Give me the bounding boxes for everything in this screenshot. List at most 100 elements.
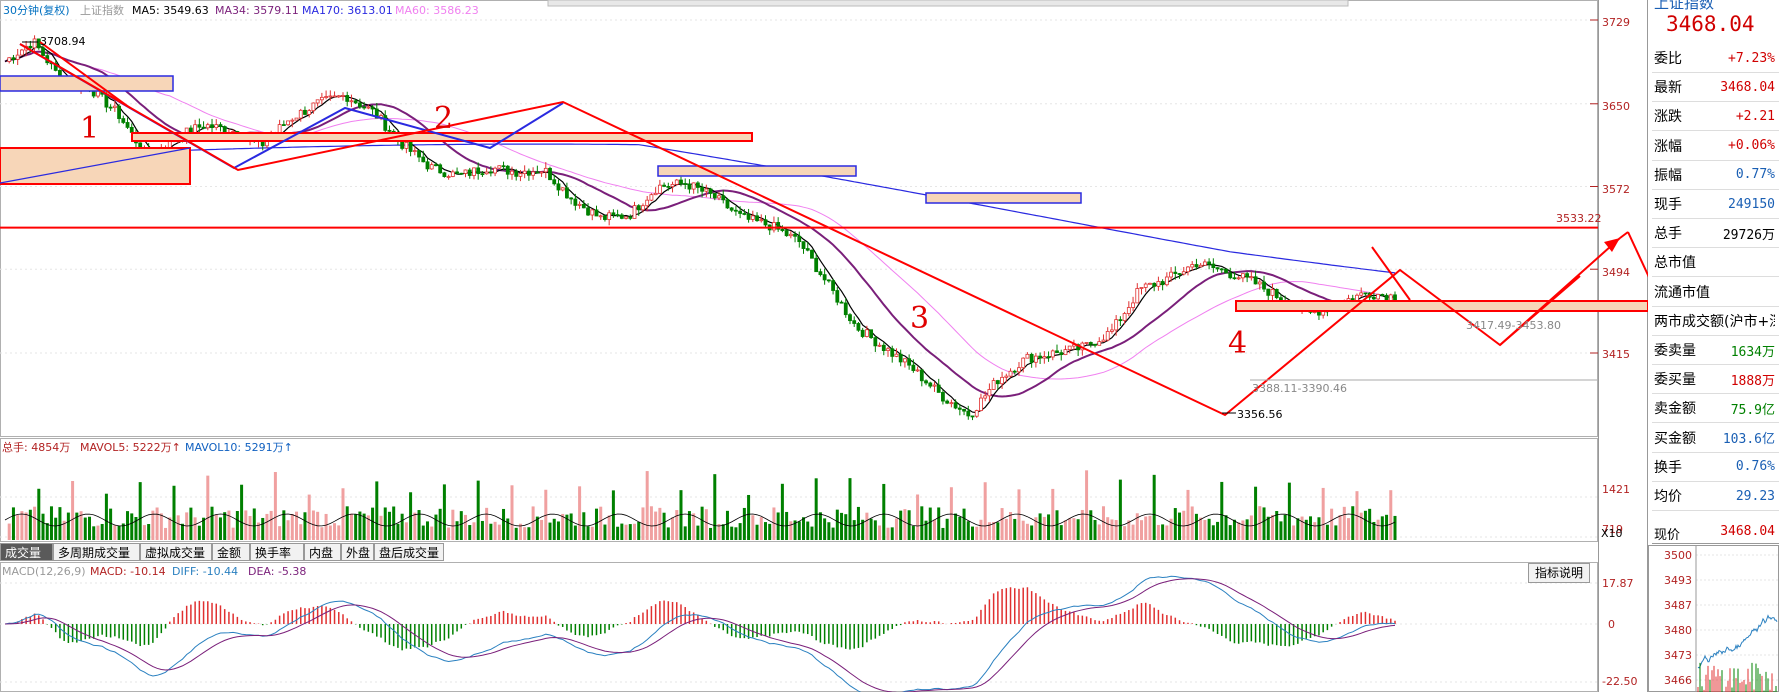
volume-bar — [578, 486, 582, 540]
quote-row: 委卖量 1634万 — [1652, 336, 1779, 365]
candle-body — [121, 118, 126, 123]
volume-bar — [916, 494, 920, 540]
candle-body — [281, 124, 286, 126]
candle-body — [1388, 294, 1393, 302]
candle-body — [1270, 288, 1275, 296]
blue-trend-line — [0, 147, 191, 184]
high-point-label: 3708.94 — [40, 35, 86, 48]
candle-body — [772, 222, 776, 231]
quote-row: 涨跌 +2.21 — [1652, 102, 1779, 132]
candle-body — [974, 410, 979, 417]
volume-bar — [278, 526, 282, 540]
volume-bar — [71, 481, 75, 540]
candle-body — [949, 402, 954, 405]
volume-bar — [11, 507, 15, 540]
candle-body — [936, 384, 941, 393]
tab-2[interactable]: 虚拟成交量 — [140, 543, 212, 561]
candle-body — [463, 169, 468, 174]
candle-body — [662, 184, 666, 187]
candle-body — [598, 215, 603, 218]
volume-bar — [354, 514, 358, 540]
candle-body — [336, 95, 341, 98]
volume-bar — [1372, 521, 1376, 540]
candle-body — [1224, 268, 1228, 274]
volume-bar — [303, 512, 307, 540]
tab-5[interactable]: 内盘 — [304, 543, 341, 561]
candle-body — [759, 219, 764, 222]
candle-body — [205, 124, 210, 129]
candle-body — [32, 38, 37, 49]
candle-body — [535, 171, 540, 174]
volume-bar — [54, 517, 58, 540]
volume-bar — [87, 516, 91, 540]
current-price-label: 现价 — [1654, 528, 1681, 543]
volume-bar — [261, 517, 265, 540]
volume-bar — [442, 484, 446, 540]
candle-body — [565, 187, 569, 199]
candle-body — [603, 215, 607, 220]
candle-body — [497, 165, 502, 169]
zone-box-3 — [131, 132, 753, 142]
mini-intraday-chart: 3500 3493 3487 3480 3473 3466 — [1648, 545, 1779, 692]
volume-bar — [1211, 525, 1215, 540]
volume-bar — [1131, 524, 1135, 540]
price-tick-3415: 3415 — [1602, 348, 1630, 361]
zone-box-5 — [925, 192, 1082, 204]
tab-3[interactable]: 金额 — [212, 543, 250, 561]
mini-axis-tick: 3500 — [1664, 549, 1692, 562]
candle-body — [315, 99, 320, 104]
tab-1[interactable]: 多周期成交量 — [53, 543, 140, 561]
volume-bar — [751, 515, 755, 540]
volume-bar — [844, 514, 848, 540]
volume-bar — [979, 519, 983, 540]
volume-bar — [468, 525, 472, 540]
ma170-legend: MA170: 3613.01 — [302, 4, 393, 17]
volume-bar — [299, 524, 303, 540]
volume-bar — [552, 518, 556, 540]
volume-bar — [425, 521, 429, 540]
volume-bar — [130, 513, 134, 540]
volume-bar — [438, 508, 442, 540]
candle-body — [1236, 277, 1241, 280]
top-scrollbar-hint[interactable] — [547, 0, 1349, 7]
candle-body — [1245, 273, 1250, 278]
tab-6[interactable]: 外盘 — [341, 543, 374, 561]
volume-bar — [358, 511, 362, 540]
quote-row-value: +7.23% — [1728, 50, 1775, 66]
volume-bar — [1216, 521, 1220, 540]
period-label: 30分钟(复权) — [3, 3, 70, 17]
candle-body — [704, 188, 709, 192]
volume-bar — [1224, 515, 1228, 540]
tab-4[interactable]: 换手率 — [250, 543, 304, 561]
volume-bar — [371, 507, 375, 540]
indicator-explain-button[interactable]: 指标说明 — [1528, 563, 1590, 583]
candle-body — [1241, 273, 1245, 279]
volume-bar — [7, 523, 11, 540]
ma60-legend: MA60: 3586.23 — [395, 4, 479, 17]
volume-bar — [33, 506, 37, 540]
tab-7[interactable]: 盘后成交量 — [374, 543, 444, 561]
candle-body — [619, 214, 624, 219]
price-tick-3572: 3572 — [1602, 183, 1630, 196]
candle-body — [708, 188, 713, 194]
volume-bar — [1123, 526, 1127, 540]
volume-bar — [1097, 524, 1101, 540]
candle-body — [632, 205, 637, 219]
volume-bar — [1254, 486, 1258, 540]
candle-body — [324, 96, 328, 98]
quote-title: 上证指数 — [1654, 0, 1715, 12]
candle-body — [649, 194, 654, 201]
candle-body — [780, 228, 785, 231]
candle-body — [1160, 281, 1165, 286]
tab-0[interactable]: 成交量 — [0, 543, 53, 561]
candle-body — [362, 106, 367, 109]
candle-body — [970, 415, 975, 418]
candle-body — [1139, 287, 1144, 289]
volume-bar — [126, 511, 130, 540]
quote-row-label: 振幅 — [1654, 167, 1682, 184]
quote-row-value: 0.77% — [1735, 167, 1775, 183]
candle-body — [691, 182, 696, 190]
quote-row: 流通市值 — [1652, 278, 1779, 307]
volume-bar — [1059, 525, 1063, 540]
volume-bar — [1228, 525, 1232, 540]
